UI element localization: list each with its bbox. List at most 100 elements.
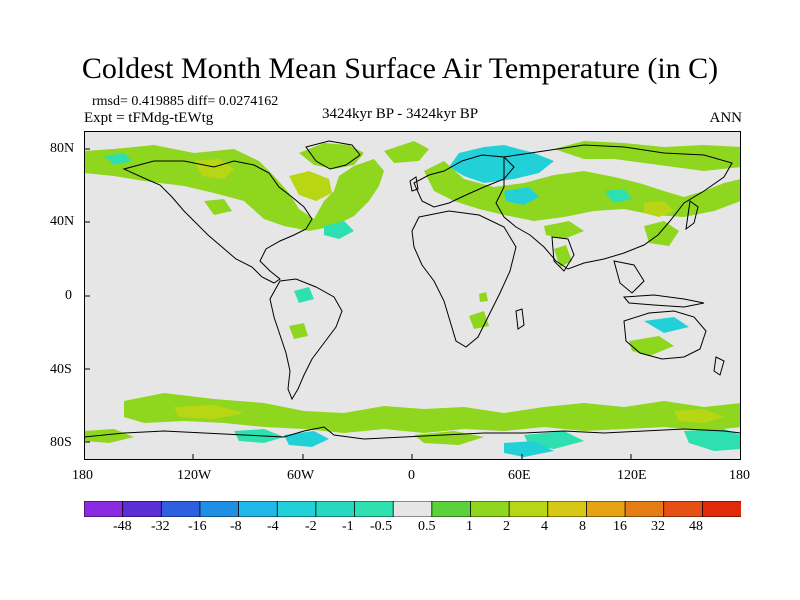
patch-arctic-west-green: [84, 145, 384, 231]
colorbar: [83, 500, 742, 518]
colorbar-label: 0.5: [418, 519, 436, 534]
lon-label-60e: 60E: [508, 468, 531, 483]
coast-africa: [411, 210, 517, 348]
lat-label-0: 0: [65, 288, 72, 303]
colorbar-swatch: [276, 500, 317, 518]
map-title: Coldest Month Mean Surface Air Temperatu…: [81, 52, 719, 85]
map-panel: [84, 131, 741, 460]
colorbar-swatch: [508, 500, 549, 518]
experiment-text: Expt = tFMdg-tEWtg: [84, 110, 214, 126]
patch-southern-ocean-yellow: [174, 405, 244, 419]
patch-southern-ocean-yellow-2: [674, 409, 724, 423]
patch-asia-cyan-1: [504, 187, 539, 205]
coast-madagascar: [515, 308, 525, 330]
coast-antarctica: [84, 426, 741, 440]
patch-greenland-green: [299, 143, 364, 169]
colorbar-label: 48: [689, 519, 703, 534]
coast-new-zealand: [713, 356, 725, 376]
colorbar-label: -32: [151, 519, 170, 534]
patch-canada-yellow: [289, 171, 332, 201]
lon-label-0: 0: [408, 468, 415, 483]
colorbar-label: 16: [613, 519, 627, 534]
coast-south-america: [269, 278, 343, 401]
patch-antarctic-green: [414, 431, 484, 445]
colorbar-swatch: [431, 500, 472, 518]
colorbar-label: 8: [579, 519, 586, 534]
patch-antarctic-cyan-2: [284, 431, 329, 447]
patch-na-west-green: [204, 199, 232, 215]
colorbar-swatch: [624, 500, 665, 518]
lat-label-80n: 80N: [50, 141, 75, 156]
colorbar-swatch: [354, 500, 395, 518]
coast-indonesia: [622, 294, 705, 308]
colorbar-swatch: [199, 500, 240, 518]
colorbar-swatch: [701, 500, 742, 518]
patch-scandinavia-cyan: [449, 145, 554, 183]
patch-antarctic-cyan-5: [684, 429, 741, 451]
patch-asia-cyan-2: [604, 189, 632, 203]
patch-s-america-cyan: [294, 287, 314, 303]
lon-label-180w: 180: [72, 468, 93, 483]
patch-antarctic-green-2: [84, 429, 134, 443]
coast-asia: [495, 144, 733, 270]
season-text: ANN: [709, 110, 743, 126]
patch-na-cyan-small: [104, 153, 132, 165]
patch-africa-green-2: [479, 292, 488, 302]
colorbar-svg: [83, 500, 742, 518]
patch-southern-ocean-green: [124, 393, 741, 433]
patch-atlantic-cyan: [324, 221, 354, 239]
patch-east-asia-green: [644, 221, 679, 246]
colorbar-label: -1: [342, 519, 354, 534]
colorbar-label: -48: [113, 519, 132, 534]
colorbar-label: 4: [541, 519, 548, 534]
coast-europe: [413, 154, 515, 208]
lon-label-180e: 180: [729, 468, 750, 483]
colorbar-label: -8: [230, 519, 242, 534]
patch-australia-cyan: [644, 317, 689, 333]
period-text: 3424kyr BP - 3424kyr BP: [322, 106, 479, 122]
colorbar-swatch: [315, 500, 356, 518]
patch-antarctic-cyan-4: [504, 441, 554, 457]
lat-label-80s: 80S: [50, 435, 72, 450]
colorbar-swatch: [392, 500, 433, 518]
colorbar-swatch: [83, 500, 124, 518]
patch-s-america-green: [289, 323, 308, 339]
lat-label-40n: 40N: [50, 214, 75, 229]
coast-australia: [623, 310, 707, 360]
colorbar-swatch: [586, 500, 626, 518]
patch-india-green: [554, 245, 572, 267]
colorbar-swatch: [238, 500, 279, 518]
colorbar-label: -2: [305, 519, 317, 534]
colorbar-label: 32: [651, 519, 665, 534]
colorbar-label: -0.5: [370, 519, 393, 534]
colorbar-label: 2: [503, 519, 510, 534]
patch-north-atlantic-green: [384, 141, 429, 163]
colorbar-swatch: [547, 500, 588, 518]
coast-greenland: [305, 140, 361, 170]
coast-india: [551, 236, 575, 272]
map-ticks: [84, 148, 632, 460]
rmsd-diff-text: rmsd= 0.419885 diff= 0.0274162: [92, 94, 279, 109]
lon-label-120w: 120W: [177, 468, 212, 483]
lon-label-60w: 60W: [287, 468, 315, 483]
colorbar-swatch: [663, 500, 704, 518]
colorbar-swatch: [160, 500, 201, 518]
colorbar-label: -16: [188, 519, 207, 534]
coast-uk: [409, 176, 419, 192]
patch-siberia-green: [554, 141, 741, 171]
colorbar-swatch: [122, 500, 163, 518]
colorbar-swatch: [470, 500, 511, 518]
coast-north-america: [122, 160, 313, 284]
patch-central-asia-green: [544, 221, 584, 239]
patch-asia-yellow: [644, 201, 674, 217]
coast-se-asia: [613, 260, 645, 294]
coast-japan: [685, 200, 699, 231]
colorbar-label: 1: [466, 519, 473, 534]
lat-label-40s: 40S: [50, 362, 72, 377]
anomaly-patches: [84, 141, 741, 457]
colorbar-label: -4: [267, 519, 279, 534]
coastlines: [84, 140, 741, 440]
patch-australia-green: [629, 336, 674, 356]
map-canvas: [84, 131, 741, 460]
lon-label-120e: 120E: [617, 468, 647, 483]
